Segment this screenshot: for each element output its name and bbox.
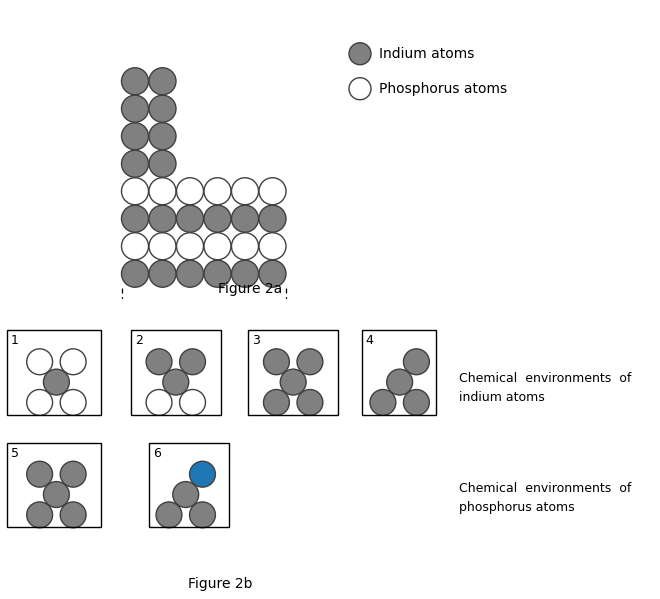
Bar [248, 331, 338, 415]
Text: 1: 1 [11, 334, 18, 347]
Circle shape [26, 502, 53, 528]
Circle shape [149, 260, 176, 288]
Circle shape [259, 260, 286, 288]
Circle shape [149, 205, 176, 232]
Circle shape [121, 95, 148, 122]
Circle shape [121, 178, 148, 205]
Circle shape [121, 68, 148, 95]
Circle shape [173, 482, 199, 507]
Text: Chemical  environments  of
phosphorus atoms: Chemical environments of phosphorus atom… [459, 482, 632, 513]
Circle shape [44, 482, 69, 507]
Circle shape [263, 349, 289, 375]
Circle shape [403, 389, 430, 415]
Circle shape [297, 349, 323, 375]
Circle shape [60, 461, 86, 487]
Text: 2: 2 [135, 334, 143, 347]
Circle shape [204, 260, 231, 288]
Bar [149, 443, 228, 527]
Circle shape [60, 502, 86, 528]
Circle shape [26, 349, 53, 375]
Circle shape [176, 205, 203, 232]
Text: Phosphorus atoms: Phosphorus atoms [379, 81, 507, 96]
Circle shape [26, 461, 53, 487]
Circle shape [189, 461, 215, 487]
Circle shape [121, 233, 148, 260]
Circle shape [189, 502, 215, 528]
Circle shape [163, 369, 189, 395]
Circle shape [280, 369, 306, 395]
Circle shape [204, 205, 231, 232]
Circle shape [403, 349, 430, 375]
Circle shape [259, 178, 286, 205]
Circle shape [180, 349, 205, 375]
Circle shape [387, 369, 412, 395]
Circle shape [149, 178, 176, 205]
Circle shape [176, 260, 203, 288]
Circle shape [146, 389, 172, 415]
Circle shape [149, 95, 176, 122]
Circle shape [232, 178, 259, 205]
Circle shape [204, 178, 231, 205]
Text: 4: 4 [366, 334, 374, 347]
Bar [131, 331, 220, 415]
Bar [362, 331, 436, 415]
Circle shape [204, 233, 231, 260]
Circle shape [121, 150, 148, 177]
Text: 6: 6 [153, 447, 161, 460]
Circle shape [60, 389, 86, 415]
Circle shape [232, 260, 259, 288]
Circle shape [232, 205, 259, 232]
Circle shape [60, 349, 86, 375]
Circle shape [121, 260, 148, 288]
Circle shape [149, 68, 176, 95]
Text: Figure 2a: Figure 2a [218, 282, 282, 296]
Circle shape [121, 123, 148, 150]
Circle shape [149, 233, 176, 260]
Circle shape [176, 233, 203, 260]
Circle shape [146, 349, 172, 375]
Circle shape [263, 389, 289, 415]
Circle shape [44, 369, 69, 395]
Text: Indium atoms: Indium atoms [379, 47, 475, 60]
Circle shape [349, 78, 371, 100]
Bar [7, 443, 101, 527]
Circle shape [176, 178, 203, 205]
Text: 5: 5 [11, 447, 18, 460]
Circle shape [180, 389, 205, 415]
Circle shape [232, 233, 259, 260]
Circle shape [149, 123, 176, 150]
Text: Figure 2b: Figure 2b [188, 577, 253, 591]
Circle shape [259, 233, 286, 260]
Circle shape [297, 389, 323, 415]
Bar [7, 331, 101, 415]
Circle shape [26, 389, 53, 415]
Circle shape [370, 389, 396, 415]
Circle shape [349, 43, 371, 65]
Circle shape [121, 205, 148, 232]
Circle shape [156, 502, 182, 528]
Text: 3: 3 [252, 334, 260, 347]
Circle shape [149, 150, 176, 177]
Text: Chemical  environments  of
indium atoms: Chemical environments of indium atoms [459, 372, 632, 404]
Circle shape [259, 205, 286, 232]
